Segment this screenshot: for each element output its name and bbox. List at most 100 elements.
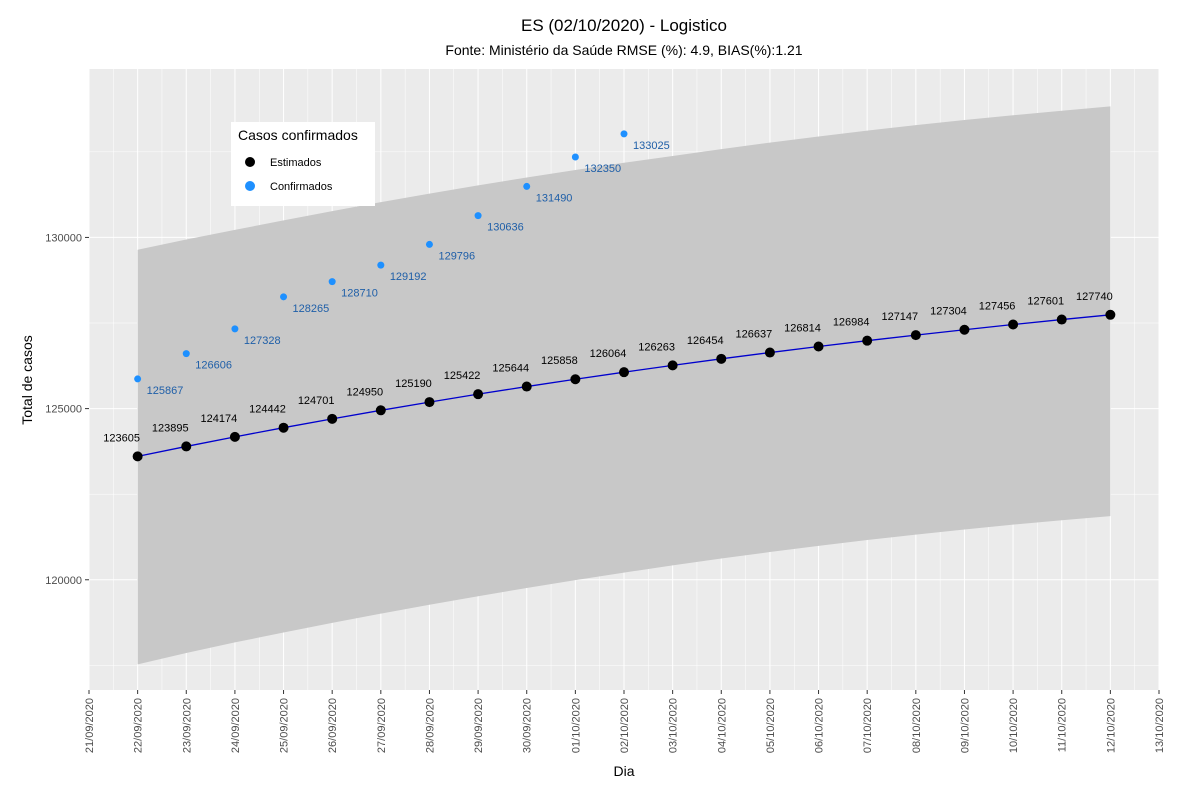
estimated-point	[862, 335, 873, 346]
chart-subtitle: Fonte: Ministério da Saúde RMSE (%): 4.9…	[445, 42, 803, 58]
confirmed-label: 129192	[390, 271, 427, 283]
estimated-point	[521, 381, 532, 392]
y-tick-label: 120000	[45, 575, 82, 587]
x-tick-label: 30/09/2020	[522, 698, 534, 753]
legend-box	[231, 122, 375, 206]
x-tick-label: 03/10/2020	[668, 698, 680, 753]
x-tick-label: 28/09/2020	[424, 698, 436, 753]
estimated-label: 126064	[590, 348, 627, 360]
x-tick-label: 07/10/2020	[862, 698, 874, 753]
estimated-label: 124442	[249, 404, 286, 416]
x-axis-title: Dia	[613, 763, 634, 779]
x-tick-label: 11/10/2020	[1057, 698, 1069, 752]
estimated-label: 125190	[395, 378, 432, 390]
confirmed-point	[231, 325, 239, 333]
estimated-label: 127147	[881, 311, 918, 323]
x-tick-label: 22/09/2020	[133, 698, 145, 753]
confirmed-label: 128710	[341, 288, 378, 300]
confirmed-point	[280, 293, 288, 301]
confirmed-label: 129796	[438, 250, 475, 262]
estimated-label: 124174	[201, 413, 238, 425]
confirmed-point	[134, 375, 142, 383]
confirmed-point	[182, 350, 190, 358]
confirmed-label: 126606	[195, 360, 232, 372]
confirmed-point	[328, 278, 336, 286]
legend-label-confirmados: Confirmados	[270, 181, 333, 193]
estimated-label: 127601	[1027, 296, 1064, 308]
estimated-point	[959, 324, 970, 335]
confirmed-points	[134, 130, 628, 383]
estimated-point	[570, 374, 581, 385]
x-axis: 21/09/2020 22/09/2020 23/09/2020 24/09/2020…	[84, 690, 1166, 753]
x-tick-label: 24/09/2020	[230, 698, 242, 753]
estimated-label: 123605	[103, 432, 140, 444]
x-tick-label: 23/09/2020	[181, 698, 193, 753]
estimated-point	[667, 360, 678, 371]
x-tick-label: 27/09/2020	[376, 698, 388, 753]
confirmed-point	[425, 240, 433, 248]
x-tick-label: 05/10/2020	[765, 698, 777, 753]
estimated-point	[813, 341, 824, 352]
estimated-point	[181, 441, 192, 452]
x-tick-label: 13/10/2020	[1154, 698, 1166, 753]
estimated-point	[1056, 314, 1067, 325]
estimated-point	[619, 367, 629, 378]
x-tick-label: 02/10/2020	[619, 698, 631, 753]
estimated-point	[473, 389, 484, 400]
estimated-point	[327, 413, 338, 424]
legend-marker-confirmados	[245, 181, 255, 191]
estimated-point	[424, 397, 435, 408]
y-tick-label: 125000	[45, 404, 82, 416]
x-tick-label: 01/10/2020	[570, 698, 582, 753]
estimated-label: 126637	[736, 329, 773, 341]
estimated-label: 123895	[152, 422, 189, 434]
x-tick-label: 04/10/2020	[716, 698, 728, 753]
estimated-point	[375, 405, 386, 416]
estimated-label: 124950	[346, 386, 383, 398]
estimated-label: 126984	[833, 317, 870, 329]
y-axis: 120000 125000 130000	[45, 232, 89, 587]
estimated-points	[132, 309, 1116, 462]
confirmed-point	[474, 212, 482, 220]
estimated-label: 125422	[444, 370, 481, 382]
estimated-label: 126263	[638, 341, 675, 353]
x-tick-label: 26/09/2020	[327, 698, 339, 753]
x-tick-label: 21/09/2020	[84, 698, 96, 753]
confirmed-label: 130636	[487, 222, 524, 234]
legend-label-estimados: Estimados	[270, 157, 322, 169]
x-tick-label: 12/10/2020	[1105, 698, 1117, 753]
confirmed-point	[377, 261, 385, 269]
estimated-label: 126454	[687, 335, 724, 347]
estimated-label: 126814	[784, 322, 821, 334]
estimated-point	[278, 422, 289, 433]
confirmed-label: 125867	[147, 385, 184, 397]
estimated-point	[132, 451, 143, 462]
estimated-label: 124701	[298, 395, 335, 407]
estimated-point	[229, 431, 240, 442]
legend: Casos confirmados Estimados Confirmados	[231, 122, 375, 206]
estimated-label: 127456	[979, 301, 1016, 313]
confirmed-label: 131490	[536, 192, 573, 204]
confidence-band	[137, 106, 1111, 665]
estimated-labels: 123605 123895 124174 124442 124701 124950 1251…	[103, 291, 1112, 445]
legend-title: Casos confirmados	[238, 127, 358, 143]
estimated-point	[1008, 319, 1019, 330]
confirmed-label: 128265	[293, 303, 330, 315]
chart-title: ES (02/10/2020) - Logistico	[520, 16, 727, 35]
x-tick-label: 08/10/2020	[911, 698, 923, 753]
estimated-point	[910, 330, 921, 341]
estimated-label: 127304	[930, 306, 967, 318]
confirmed-labels: 125867 126606 127328 128265 128710 129192 1297…	[147, 140, 670, 397]
x-tick-label: 29/09/2020	[473, 698, 485, 753]
x-tick-label: 25/09/2020	[279, 698, 291, 753]
confirmed-point	[523, 182, 531, 190]
x-tick-label: 06/10/2020	[814, 698, 826, 753]
estimated-point	[764, 347, 775, 358]
confirmed-point	[620, 130, 628, 138]
confirmed-label: 132350	[584, 163, 621, 175]
estimated-point	[716, 353, 727, 364]
y-axis-title: Total de casos	[19, 335, 35, 425]
confirmed-label: 133025	[633, 140, 670, 152]
estimated-label: 125644	[492, 363, 529, 375]
